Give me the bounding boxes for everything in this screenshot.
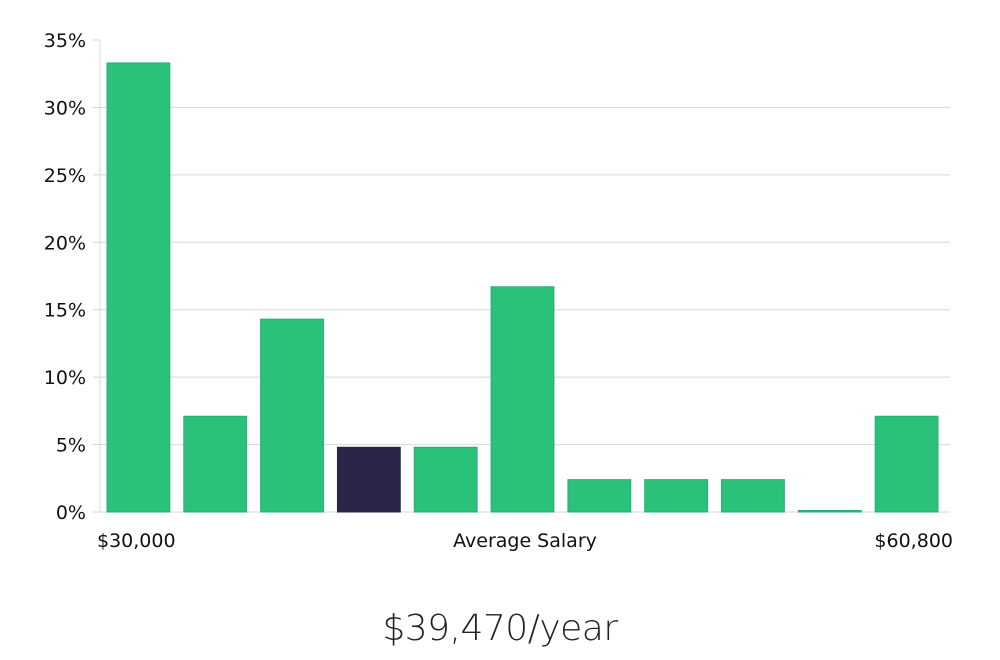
bar bbox=[797, 510, 862, 513]
salary-histogram: 0% 5% 10% 15% 20% 25% 30% 35% $30,000 Average S… bbox=[44, 30, 953, 552]
bar bbox=[490, 286, 555, 513]
y-tick-label: 15% bbox=[44, 300, 86, 322]
y-tick-label: 35% bbox=[44, 30, 86, 52]
bar bbox=[413, 446, 478, 513]
bar bbox=[106, 62, 171, 513]
y-tick-label: 30% bbox=[44, 97, 86, 119]
average-salary-value: $39,470/year bbox=[382, 608, 618, 649]
y-tick-label: 20% bbox=[44, 232, 86, 254]
bar bbox=[874, 415, 939, 513]
x-max-label: $60,800 bbox=[874, 530, 953, 552]
y-tick-label: 25% bbox=[44, 165, 86, 187]
bar bbox=[183, 415, 248, 513]
bar bbox=[260, 318, 324, 513]
bar bbox=[644, 479, 709, 513]
highlighted-bar bbox=[336, 446, 401, 513]
y-tick-label: 0% bbox=[56, 502, 86, 524]
x-axis-title: Average Salary bbox=[453, 530, 597, 552]
y-tick-label: 10% bbox=[44, 367, 86, 389]
y-tick-labels: 0% 5% 10% 15% 20% 25% 30% 35% bbox=[44, 30, 86, 524]
bars bbox=[106, 62, 939, 513]
bar bbox=[567, 479, 632, 513]
y-tick-label: 5% bbox=[56, 435, 86, 457]
bar bbox=[721, 479, 785, 513]
x-min-label: $30,000 bbox=[97, 530, 176, 552]
